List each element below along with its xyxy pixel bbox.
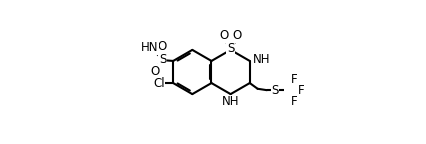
Text: Cl: Cl	[153, 77, 164, 90]
Text: NH: NH	[222, 95, 239, 108]
Text: F: F	[291, 73, 297, 86]
Text: S: S	[227, 42, 234, 55]
Text: F: F	[298, 84, 304, 97]
Text: O: O	[158, 40, 167, 53]
Text: O: O	[232, 29, 242, 42]
Text: O: O	[150, 65, 159, 78]
Text: S: S	[271, 84, 279, 97]
Text: S: S	[159, 53, 166, 66]
Text: F: F	[291, 95, 297, 108]
Text: HN: HN	[141, 41, 158, 54]
Text: O: O	[220, 29, 229, 42]
Text: NH: NH	[253, 53, 271, 66]
